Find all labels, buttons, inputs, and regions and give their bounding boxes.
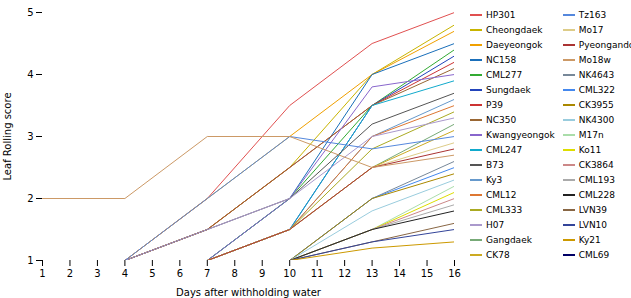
html-text:Sungdaek: Sungdaek [486, 85, 531, 95]
svg-text:3: 3 [27, 131, 33, 142]
html-text:Daeyeongok: Daeyeongok [486, 40, 543, 50]
svg-text:5: 5 [27, 7, 33, 18]
html-text:CML333: CML333 [486, 205, 523, 215]
svg-text:4: 4 [122, 268, 128, 279]
html-text:Mo18w: Mo18w [578, 55, 611, 65]
html-text:HP301: HP301 [486, 10, 516, 20]
svg-text:5: 5 [149, 268, 155, 279]
svg-text:8: 8 [232, 268, 238, 279]
html-text:CML12: CML12 [486, 190, 517, 200]
svg-text:1: 1 [27, 255, 33, 266]
html-text:LVN10: LVN10 [578, 220, 608, 230]
html-text:M17n: M17n [578, 130, 604, 140]
svg-text:Leaf Rolling score: Leaf Rolling score [2, 92, 13, 180]
svg-text:1: 1 [39, 268, 45, 279]
html-text:B73: B73 [486, 160, 504, 170]
html-text:Ky21: Ky21 [578, 235, 601, 245]
html-text:LVN39: LVN39 [578, 205, 608, 215]
html-text:H07: H07 [486, 220, 505, 230]
html-text:Ko11: Ko11 [578, 145, 602, 155]
svg-text:15: 15 [421, 268, 434, 279]
html-text:Mo17: Mo17 [578, 25, 604, 35]
svg-text:13: 13 [366, 268, 379, 279]
svg-text:4: 4 [27, 69, 33, 80]
html-text:Tz163: Tz163 [578, 10, 607, 20]
svg-text:14: 14 [393, 268, 406, 279]
svg-text:2: 2 [27, 193, 33, 204]
svg-text:3: 3 [94, 268, 100, 279]
html-text:NK4300: NK4300 [578, 115, 615, 125]
html-text:CML228: CML228 [578, 190, 615, 200]
html-text:NC350: NC350 [486, 115, 517, 125]
svg-text:10: 10 [283, 268, 296, 279]
html-text:NC158: NC158 [486, 55, 517, 65]
html-text:P39: P39 [486, 100, 503, 110]
svg-text:7: 7 [204, 268, 210, 279]
svg-text:9: 9 [259, 268, 265, 279]
html-text:CML69: CML69 [578, 250, 610, 260]
svg-text:12: 12 [338, 268, 351, 279]
html-text:Gangdaek: Gangdaek [486, 235, 532, 245]
html-text:CML277: CML277 [486, 70, 523, 80]
html-text:CML247: CML247 [486, 145, 523, 155]
html-text:CML193: CML193 [578, 175, 615, 185]
svg-text:2: 2 [67, 268, 73, 279]
html-text:CK78: CK78 [486, 250, 510, 260]
html-text:Ky3: Ky3 [486, 175, 503, 185]
html-text:Cheongdaek: Cheongdaek [486, 25, 543, 35]
html-text:CML322: CML322 [578, 85, 615, 95]
html-text:Kwangyeongok: Kwangyeongok [486, 130, 555, 140]
html-text:CK3864: CK3864 [578, 160, 614, 170]
html-text:CK3955: CK3955 [578, 100, 614, 110]
html-text:NK4643: NK4643 [578, 70, 615, 80]
svg-text:16: 16 [448, 268, 461, 279]
svg-text:6: 6 [177, 268, 183, 279]
svg-text:11: 11 [311, 268, 324, 279]
svg-text:Days after withholding water: Days after withholding water [176, 287, 322, 298]
